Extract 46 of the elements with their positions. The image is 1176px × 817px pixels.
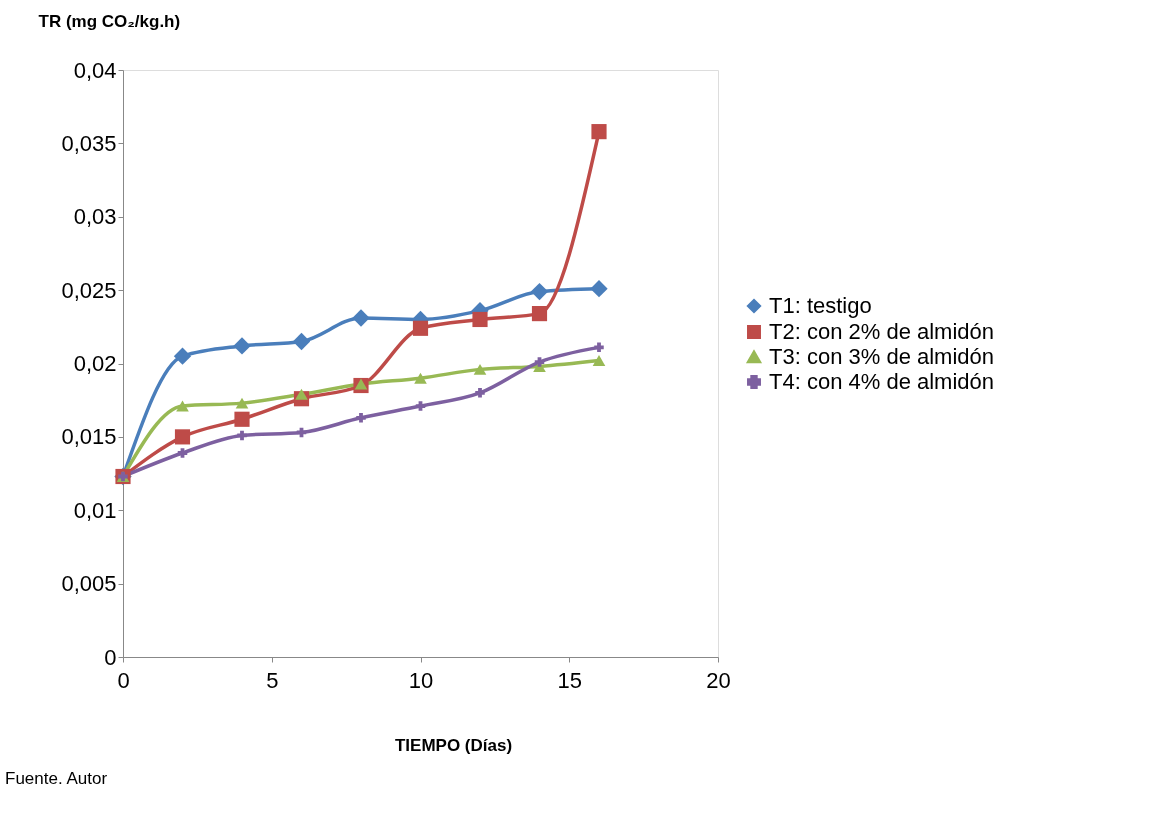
y-tick-label: 0,02 — [73, 351, 117, 376]
point — [475, 388, 485, 398]
point — [237, 430, 247, 441]
point — [354, 378, 368, 390]
source-note: Fuente. Autor — [5, 769, 108, 788]
y-tick-label: 0,01 — [73, 497, 117, 523]
point — [473, 363, 487, 375]
y-tick-label: 0,035 — [61, 130, 117, 156]
point — [415, 401, 426, 411]
legend-label: T4: con 4% de almidón — [769, 369, 995, 394]
point — [292, 332, 311, 351]
point — [177, 448, 188, 458]
y-tick-label: 0,015 — [61, 424, 117, 450]
point — [531, 306, 548, 322]
point — [530, 282, 549, 301]
point — [412, 320, 429, 336]
point — [233, 337, 251, 355]
point — [235, 397, 249, 409]
point — [591, 124, 607, 140]
y-tick-label: 0,03 — [73, 204, 117, 230]
x-tick-label: 20 — [706, 667, 731, 693]
legend-label: T2: con 2% de almidón — [769, 319, 995, 344]
x-axis-title: TIEMPO (Días) — [394, 735, 513, 755]
y-axis-title: TR (mg CO₂/kg.h) — [38, 11, 181, 31]
x-tick-label: 5 — [266, 667, 279, 693]
point — [234, 411, 250, 427]
point — [590, 280, 608, 298]
x-tick-label: 15 — [557, 667, 582, 693]
y-tick-label: 0,025 — [61, 277, 117, 303]
y-tick-label: 0,04 — [73, 57, 117, 83]
point — [173, 347, 192, 365]
point — [356, 413, 366, 423]
point — [176, 400, 189, 412]
point — [352, 309, 370, 327]
point — [174, 429, 191, 445]
point — [594, 342, 604, 353]
y-tick-label: 0 — [104, 644, 117, 670]
legend-label: T3: con 3% de almidón — [769, 344, 995, 369]
legend-label: T1: testigo — [769, 293, 872, 318]
x-tick-label: 10 — [408, 667, 434, 693]
point — [472, 311, 488, 328]
point — [534, 357, 545, 367]
point — [295, 388, 308, 400]
point — [592, 355, 606, 367]
point — [414, 372, 427, 384]
y-tick-label: 0,005 — [61, 571, 117, 597]
